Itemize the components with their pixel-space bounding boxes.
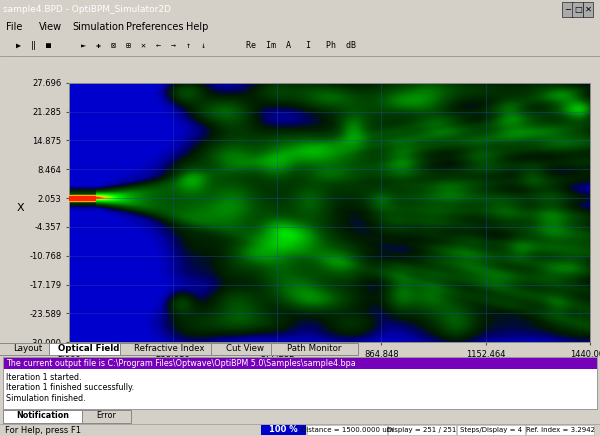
Y-axis label: X: X: [17, 203, 25, 213]
Text: Cut View: Cut View: [226, 344, 264, 353]
Bar: [388, 425, 456, 436]
Text: Preferences: Preferences: [126, 23, 184, 32]
Bar: [572, 2, 583, 17]
Text: Distance = 1500.0000 um: Distance = 1500.0000 um: [301, 427, 394, 433]
Text: File: File: [6, 23, 22, 32]
X-axis label: Z: Z: [326, 360, 333, 370]
FancyBboxPatch shape: [49, 343, 128, 355]
Text: View: View: [39, 23, 62, 32]
Text: Iteration 1 started.: Iteration 1 started.: [6, 373, 82, 382]
Bar: [3, 357, 597, 369]
Bar: [457, 425, 525, 436]
FancyBboxPatch shape: [211, 343, 279, 355]
Text: □: □: [574, 5, 582, 14]
Bar: [69, 195, 95, 201]
Bar: [69, 196, 95, 201]
Text: Error: Error: [97, 412, 116, 420]
Bar: [526, 425, 594, 436]
FancyBboxPatch shape: [0, 343, 57, 355]
Text: Simulation: Simulation: [72, 23, 124, 32]
Bar: [583, 2, 593, 17]
Bar: [261, 425, 306, 436]
Text: sample4.BPD - OptiBPM_Simulator2D: sample4.BPD - OptiBPM_Simulator2D: [3, 5, 171, 14]
Text: Help: Help: [186, 23, 208, 32]
Text: The current output file is C:\Program Files\Optwave\OptiBPM 5.0\Samples\sample4.: The current output file is C:\Program Fi…: [6, 358, 356, 368]
Text: Steps/Display = 4: Steps/Display = 4: [460, 427, 522, 433]
Text: Path Monitor: Path Monitor: [287, 344, 341, 353]
Text: Ref. Index = 3.2942: Ref. Index = 3.2942: [526, 427, 595, 433]
FancyBboxPatch shape: [120, 343, 218, 355]
Text: Display = 251 / 251: Display = 251 / 251: [388, 427, 457, 433]
Text: Iteration 1 finished successfully.: Iteration 1 finished successfully.: [6, 383, 134, 392]
FancyBboxPatch shape: [271, 343, 358, 355]
Bar: [562, 2, 573, 17]
FancyBboxPatch shape: [82, 410, 131, 423]
Text: Simulation finished.: Simulation finished.: [6, 394, 86, 403]
Text: ▶  ‖  ■      ►  ✚  ⊠  ⊞  ✕  ←  →  ↑  ↓        Re  Im  A   I   Ph  dB: ▶ ‖ ■ ► ✚ ⊠ ⊞ ✕ ← → ↑ ↓ Re Im A I Ph dB: [6, 41, 356, 50]
Text: Notification: Notification: [16, 412, 69, 420]
Text: 100 %: 100 %: [269, 426, 298, 434]
Text: ─: ─: [565, 5, 570, 14]
Text: Layout: Layout: [13, 344, 42, 353]
Text: Refractive Index: Refractive Index: [134, 344, 205, 353]
Bar: [307, 425, 387, 436]
Text: For Help, press F1: For Help, press F1: [5, 426, 81, 435]
FancyBboxPatch shape: [3, 410, 82, 423]
Text: Optical Field: Optical Field: [58, 344, 119, 353]
Text: ✕: ✕: [584, 5, 592, 14]
